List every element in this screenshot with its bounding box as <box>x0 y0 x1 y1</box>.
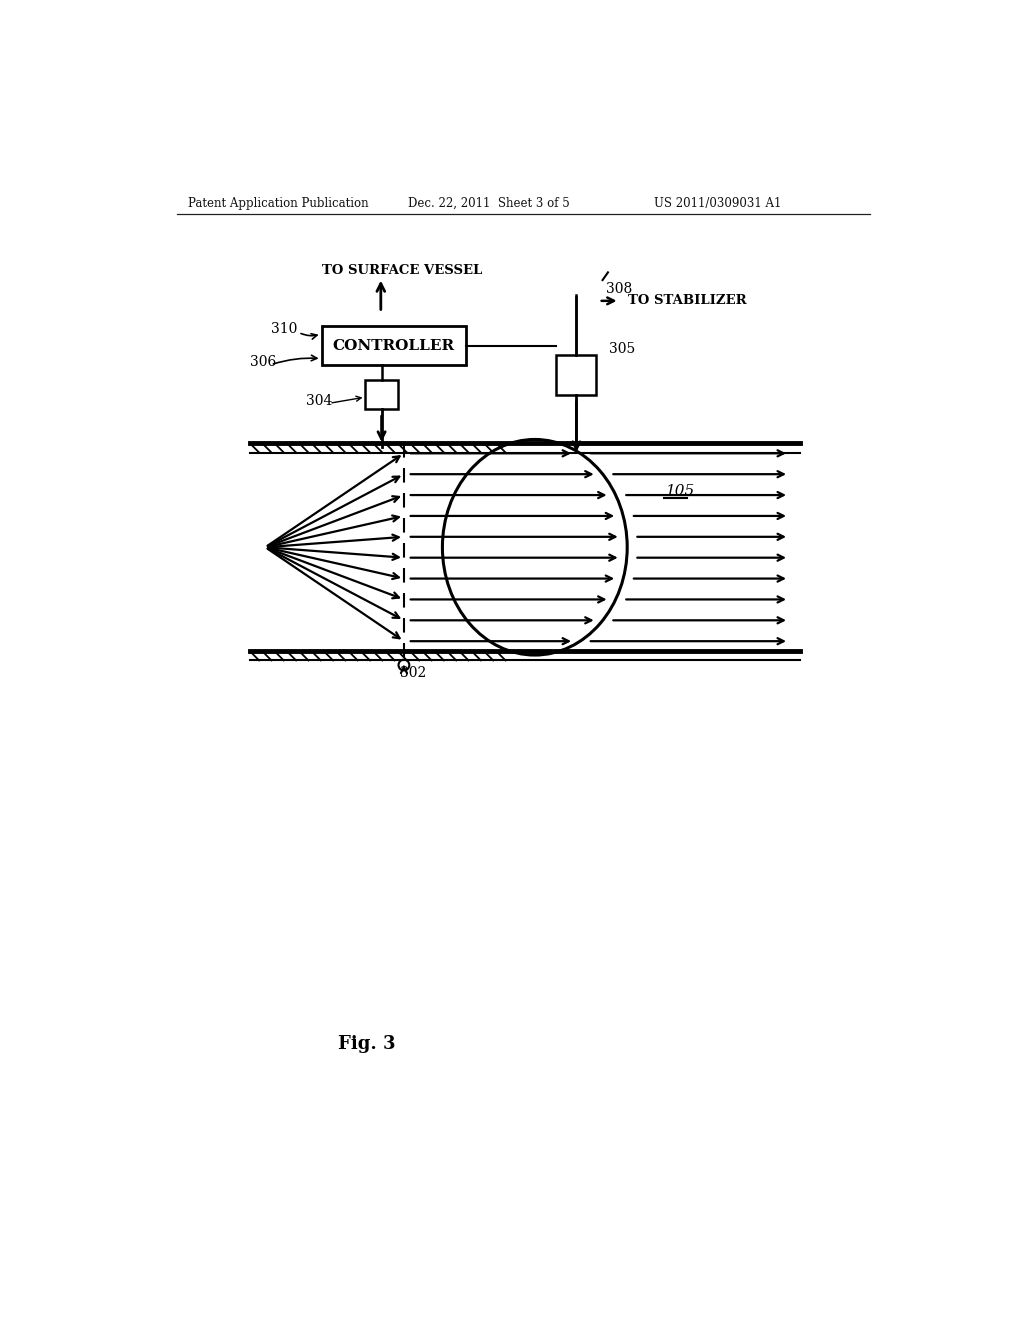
FancyArrowPatch shape <box>273 355 316 364</box>
Circle shape <box>398 660 410 671</box>
Text: 308: 308 <box>606 282 633 296</box>
Text: Patent Application Publication: Patent Application Publication <box>188 197 369 210</box>
FancyArrowPatch shape <box>332 396 361 403</box>
Text: 305: 305 <box>609 342 636 356</box>
FancyArrowPatch shape <box>301 334 317 339</box>
Text: 304: 304 <box>306 393 333 408</box>
Text: CONTROLLER: CONTROLLER <box>333 338 455 352</box>
Text: 306: 306 <box>250 355 276 370</box>
Text: Fig. 3: Fig. 3 <box>339 1035 396 1053</box>
Bar <box>556 355 596 395</box>
Text: 310: 310 <box>270 322 297 337</box>
Bar <box>366 380 397 409</box>
Text: Dec. 22, 2011  Sheet 3 of 5: Dec. 22, 2011 Sheet 3 of 5 <box>408 197 569 210</box>
Text: 302: 302 <box>400 665 426 680</box>
Text: 105: 105 <box>666 484 695 498</box>
Bar <box>322 326 466 364</box>
Text: TO SURFACE VESSEL: TO SURFACE VESSEL <box>322 264 481 277</box>
Text: TO STABILIZER: TO STABILIZER <box>628 294 746 308</box>
Text: US 2011/0309031 A1: US 2011/0309031 A1 <box>654 197 781 210</box>
